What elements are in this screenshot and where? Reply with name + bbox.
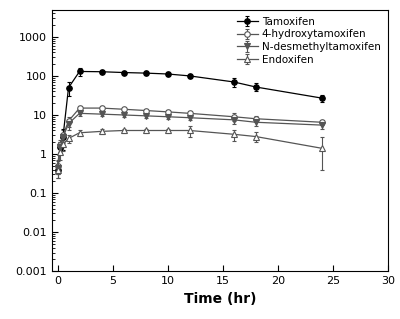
Legend: Tamoxifen, 4-hydroxytamoxifen, N-desmethyltamoxifen, Endoxifen: Tamoxifen, 4-hydroxytamoxifen, N-desmeth…: [235, 15, 383, 67]
X-axis label: Time (hr): Time (hr): [184, 292, 256, 306]
